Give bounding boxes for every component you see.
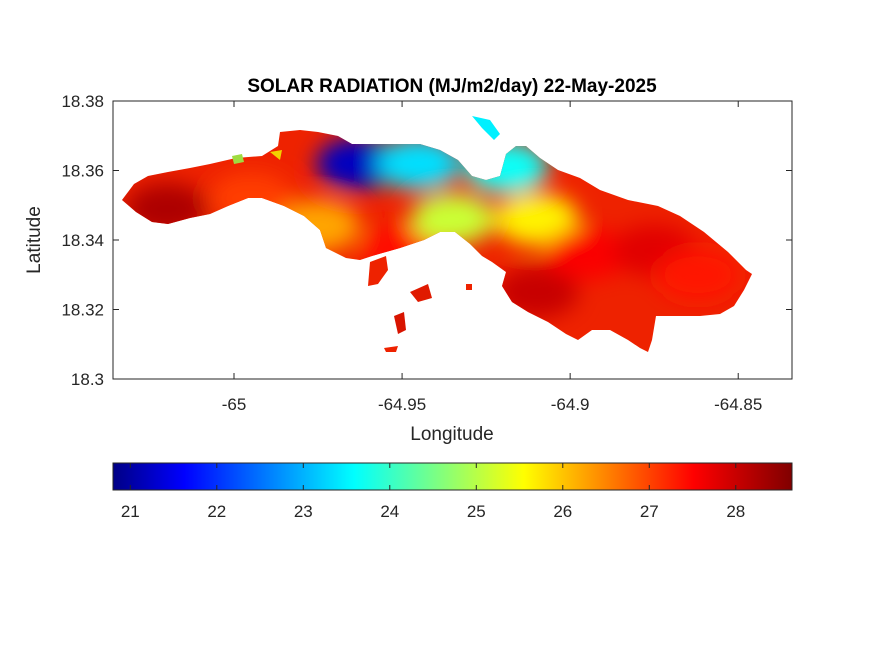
heatmap-cell-8: [494, 193, 579, 246]
y-tick-label: 18.38: [61, 92, 104, 111]
y-axis: 18.3 18.32 18.34 18.36 18.38: [61, 92, 792, 389]
heatmap-cell-10: [544, 227, 629, 280]
colorbar-tick-label: 21: [121, 502, 140, 521]
colorbar-tick-label: 24: [380, 502, 399, 521]
y-tick-label: 18.34: [61, 231, 104, 250]
colorbar-tick-label: 22: [207, 502, 226, 521]
colorbar-ticks: 21 22 23 24 25 26 27 28: [121, 463, 745, 521]
colorbar-tick-label: 28: [726, 502, 745, 521]
islets: [232, 116, 500, 352]
x-tick-label: -65: [222, 395, 247, 414]
y-axis-label: Latitude: [24, 206, 45, 274]
y-tick-label: 18.32: [61, 301, 104, 320]
colorbar-tick-label: 25: [467, 502, 486, 521]
chart-title: SOLAR RADIATION (MJ/m2/day) 22-May-2025: [247, 76, 657, 97]
heatmap-cell-6: [410, 193, 495, 246]
x-tick-label: -64.85: [714, 395, 762, 414]
y-tick-label: 18.36: [61, 162, 104, 181]
x-axis-label: Longitude: [410, 424, 493, 445]
colorbar-tick-label: 26: [553, 502, 572, 521]
colorbar: [112, 462, 793, 491]
x-axis: -65 -64.95 -64.9 -64.85: [222, 101, 762, 414]
colorbar-tick-label: 23: [294, 502, 313, 521]
colorbar-tick-label: 27: [640, 502, 659, 521]
x-tick-label: -64.9: [551, 395, 590, 414]
heatmap-cell-4: [376, 137, 461, 190]
y-tick-label: 18.3: [71, 370, 104, 389]
heatmap-cell-3: [316, 137, 401, 190]
heatmap-cell-12: [655, 248, 740, 301]
x-tick-label: -64.95: [378, 395, 426, 414]
